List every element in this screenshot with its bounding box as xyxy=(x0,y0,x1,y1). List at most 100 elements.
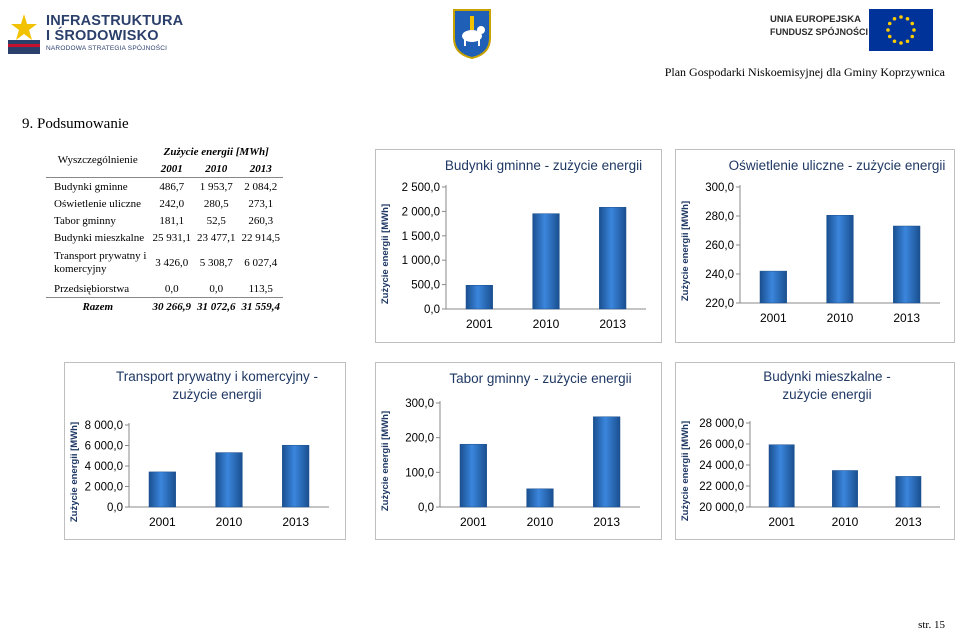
x-tick-label: 2001 xyxy=(768,515,795,529)
bar xyxy=(593,416,621,508)
chart-svg: Tabor gminny - zużycie energii Zużycie en… xyxy=(380,371,640,529)
x-tick-label: 2001 xyxy=(466,317,493,331)
row-value: 181,1 xyxy=(159,214,185,227)
y-tick-label: 300,0 xyxy=(705,182,734,194)
chart-title-line2: zużycie energii xyxy=(172,387,261,402)
y-tick-label: 280,0 xyxy=(705,211,734,223)
summary-table: Wyszczególnienie Zużycie energii [MWh] 2… xyxy=(46,143,283,315)
y-tick-label: 200,0 xyxy=(405,433,434,445)
chart-title: Oświetlenie uliczne - zużycie energii xyxy=(729,158,946,173)
total-value: 31 559,4 xyxy=(238,297,283,315)
page-number: str. 15 xyxy=(918,619,945,631)
y-tick-label: 2 000,0 xyxy=(402,206,440,218)
infrastruktura-logo: INFRASTRUKTURA I ŚRODOWISKO NARODOWA STR… xyxy=(8,8,183,58)
table-row: Tabor gminny 181,1 52,5 260,3 xyxy=(46,212,283,229)
row-value: 6 027,4 xyxy=(244,257,278,269)
table-year: 2001 xyxy=(149,160,194,178)
row-value: 113,5 xyxy=(248,282,273,295)
x-tick-label: 2013 xyxy=(895,515,922,529)
table-row: Budynki mieszkalne 25 931,1 23 477,1 22 … xyxy=(46,229,283,246)
y-tick-label: 26 000,0 xyxy=(699,439,744,451)
y-tick-label: 20 000,0 xyxy=(699,502,744,514)
row-label: Transport prywatny i komercyjny xyxy=(46,246,149,280)
table-year: 2010 xyxy=(193,160,239,178)
bar xyxy=(895,476,922,508)
y-tick-label: 240,0 xyxy=(705,269,734,281)
logo-left-line1: INFRASTRUKTURA xyxy=(46,13,184,29)
bar xyxy=(768,444,795,508)
row-value: 0,0 xyxy=(209,282,224,295)
row-value: 260,3 xyxy=(248,214,274,227)
chart-title: Budynki gminne - zużycie energii xyxy=(445,158,642,173)
chart-budynki-mieszkalne: Budynki mieszkalne - zużycie energii Zużyc… xyxy=(675,362,955,540)
row-value: 23 477,1 xyxy=(196,231,236,244)
row-value: 280,5 xyxy=(203,197,229,210)
eu-star xyxy=(905,39,910,44)
x-tick-label: 2001 xyxy=(760,311,787,325)
x-tick-label: 2013 xyxy=(282,515,309,529)
x-tick-label: 2013 xyxy=(599,317,626,331)
document-title: Plan Gospodarki Niskoemisyjnej dla Gminy… xyxy=(664,65,945,79)
chart-transport: Transport prywatny i komercyjny - zużycie… xyxy=(64,362,346,540)
y-tick-label: 260,0 xyxy=(705,240,734,252)
chart-budynki-gminne: Budynki gminne - zużycie energii Zużycie … xyxy=(375,149,662,343)
row-label: Oświetlenie uliczne xyxy=(54,197,142,210)
bar xyxy=(759,270,787,304)
y-tick-label: 2 500,0 xyxy=(402,182,440,194)
total-label: Razem xyxy=(46,297,150,315)
row-label: Tabor gminny xyxy=(54,214,116,227)
row-value: 486,7 xyxy=(159,180,185,193)
table-row: Budynki gminne 486,7 1 953,7 2 084,2 xyxy=(46,178,283,196)
y-tick-label: 28 000,0 xyxy=(699,418,744,430)
table-col-header: Wyszczególnienie xyxy=(46,143,150,178)
chart-title: Tabor gminny - zużycie energii xyxy=(449,371,631,386)
bar xyxy=(148,471,176,508)
eu-star xyxy=(899,15,903,19)
y-tick-label: 500,0 xyxy=(411,280,440,292)
y-tick-label: 220,0 xyxy=(705,298,734,310)
table-unit-header: Zużycie energii [MWh] xyxy=(163,145,269,158)
row-value: 242,0 xyxy=(159,197,185,210)
y-tick-label: 0,0 xyxy=(418,502,434,514)
logo-right-line2: FUNDUSZ SPÓJNOŚCI xyxy=(770,27,869,37)
chart-svg: Transport prywatny i komercyjny - zużycie… xyxy=(69,369,329,529)
bar xyxy=(893,225,921,304)
logo-left-line2: I ŚRODOWISKO xyxy=(46,28,159,44)
bar xyxy=(826,215,854,304)
total-value: 31 072,6 xyxy=(193,297,239,315)
y-tick-label: 22 000,0 xyxy=(699,481,744,493)
bar xyxy=(832,470,858,508)
x-tick-label: 2001 xyxy=(460,515,487,529)
eu-star xyxy=(887,34,892,39)
chart-tabor: Tabor gminny - zużycie energii Zużycie en… xyxy=(375,362,662,540)
eu-star xyxy=(886,28,890,32)
eu-star xyxy=(892,39,897,44)
row-value: 25 931,1 xyxy=(152,231,191,244)
eu-star xyxy=(912,28,916,32)
eu-star xyxy=(905,16,910,21)
y-tick-label: 24 000,0 xyxy=(699,460,744,472)
y-tick-label: 8 000,0 xyxy=(85,420,123,432)
eu-star xyxy=(899,41,903,45)
x-tick-label: 2010 xyxy=(827,311,854,325)
row-label: Przedsiębiorstwa xyxy=(54,282,130,295)
chart-svg: Budynki mieszkalne - zużycie energii Zużyc… xyxy=(680,369,940,529)
bar xyxy=(526,488,554,508)
table-total-row: Razem 30 266,9 31 072,6 31 559,4 xyxy=(46,297,283,315)
chart-svg: Budynki gminne - zużycie energii Zużycie … xyxy=(380,158,646,331)
y-tick-label: 300,0 xyxy=(405,398,434,410)
row-value: 273,1 xyxy=(248,197,274,210)
bar xyxy=(215,452,243,508)
star-flag-icon xyxy=(8,10,40,54)
bar xyxy=(532,213,560,310)
chart-oswietlenie: Oświetlenie uliczne - zużycie energii Zuż… xyxy=(675,149,955,343)
x-tick-label: 2013 xyxy=(593,515,620,529)
section-title: 9. Podsumowanie xyxy=(22,116,129,132)
chart-title-line1: Budynki mieszkalne - xyxy=(763,369,891,384)
y-tick-label: 100,0 xyxy=(405,467,434,479)
row-value: 5 308,7 xyxy=(199,257,233,269)
chart-title-line2: zużycie energii xyxy=(782,387,871,402)
row-value: 22 914,5 xyxy=(241,231,280,244)
chart-title-line1: Transport prywatny i komercyjny - xyxy=(116,369,318,384)
x-tick-label: 2010 xyxy=(533,317,560,331)
